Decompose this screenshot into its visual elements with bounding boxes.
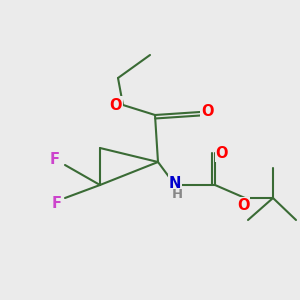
Text: F: F (50, 152, 60, 167)
Text: N: N (169, 176, 181, 190)
Text: O: O (110, 98, 122, 112)
Text: F: F (52, 196, 62, 211)
Text: O: O (216, 146, 228, 160)
Text: O: O (237, 199, 249, 214)
Text: O: O (201, 104, 213, 119)
Text: H: H (171, 188, 183, 202)
